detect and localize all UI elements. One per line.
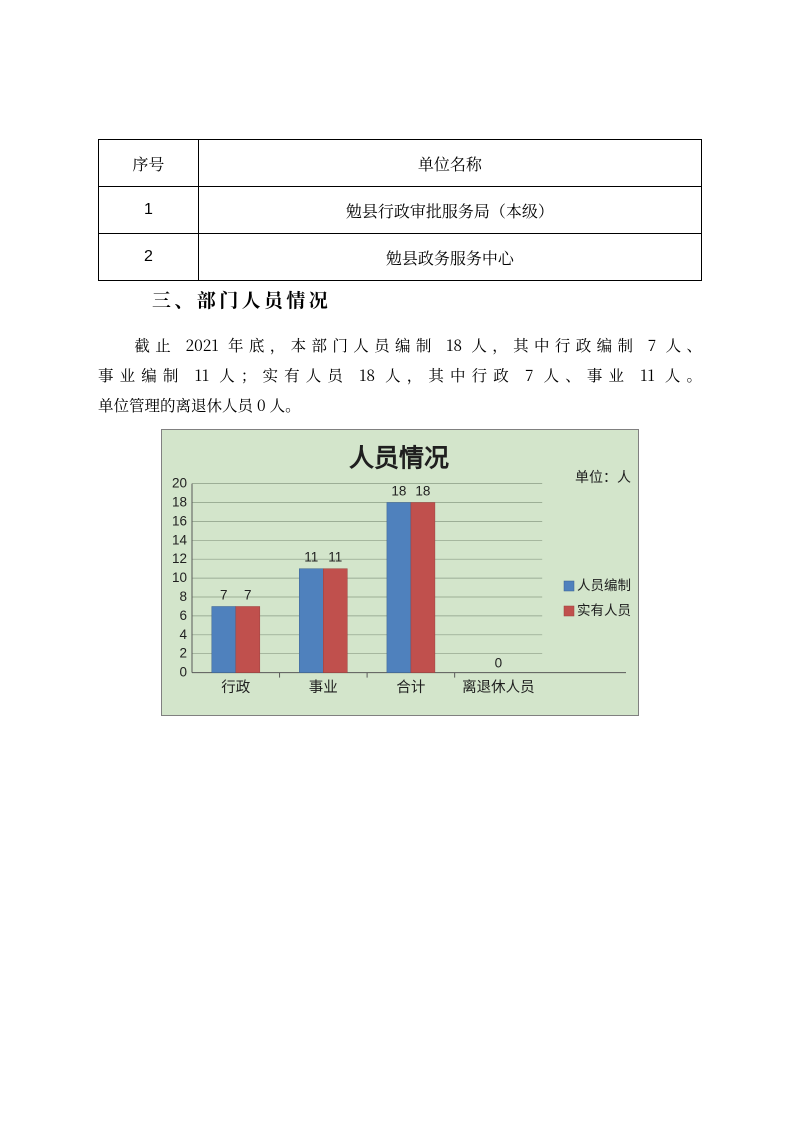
svg-text:20: 20 xyxy=(172,476,187,491)
svg-text:单位：人: 单位：人 xyxy=(575,470,631,486)
svg-text:0: 0 xyxy=(495,656,503,671)
svg-text:合计: 合计 xyxy=(396,679,425,696)
svg-text:实有人员: 实有人员 xyxy=(577,603,631,618)
svg-text:0: 0 xyxy=(179,665,187,680)
svg-text:11: 11 xyxy=(304,550,318,565)
svg-text:行政: 行政 xyxy=(221,679,250,696)
svg-text:离退休人员: 离退休人员 xyxy=(462,679,535,696)
svg-text:8: 8 xyxy=(179,589,187,604)
svg-text:人员情况: 人员情况 xyxy=(349,445,449,473)
svg-text:6: 6 xyxy=(179,608,187,623)
svg-text:7: 7 xyxy=(244,588,252,603)
svg-text:事业: 事业 xyxy=(309,679,338,696)
svg-text:18: 18 xyxy=(415,484,430,499)
svg-text:11: 11 xyxy=(328,550,342,565)
svg-text:14: 14 xyxy=(172,532,188,547)
svg-text:7: 7 xyxy=(220,588,228,603)
svg-text:18: 18 xyxy=(172,495,187,510)
svg-text:12: 12 xyxy=(172,551,187,566)
svg-text:10: 10 xyxy=(172,570,187,585)
svg-text:人员编制: 人员编制 xyxy=(577,578,631,593)
svg-text:4: 4 xyxy=(179,627,187,642)
svg-text:2: 2 xyxy=(179,646,187,661)
svg-text:16: 16 xyxy=(172,513,187,528)
svg-text:18: 18 xyxy=(391,484,406,499)
